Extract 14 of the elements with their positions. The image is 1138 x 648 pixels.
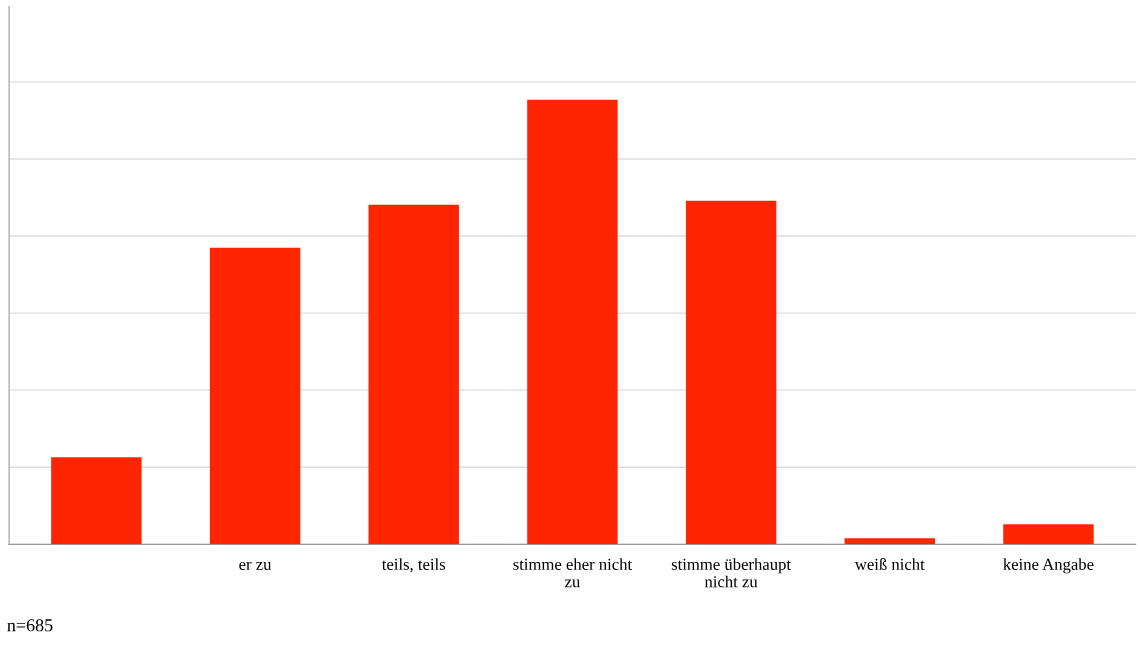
x-tick-label: teils, teils — [381, 558, 446, 573]
x-tick-label: keine Angabe — [1003, 558, 1094, 574]
bar — [1003, 524, 1094, 545]
bar — [368, 204, 459, 545]
bar — [685, 200, 777, 545]
text: n=685 — [7, 619, 53, 632]
x-tick-label: weiß nicht — [854, 558, 925, 570]
bar — [527, 99, 618, 545]
bar — [844, 538, 935, 545]
x-tick-label: stimme eher nicht zu — [513, 558, 633, 588]
x-tick-label: er zu — [239, 561, 272, 570]
bar — [209, 247, 301, 545]
bar — [51, 457, 142, 545]
x-tick-label: stimme überhaupt nicht zu — [671, 558, 791, 588]
